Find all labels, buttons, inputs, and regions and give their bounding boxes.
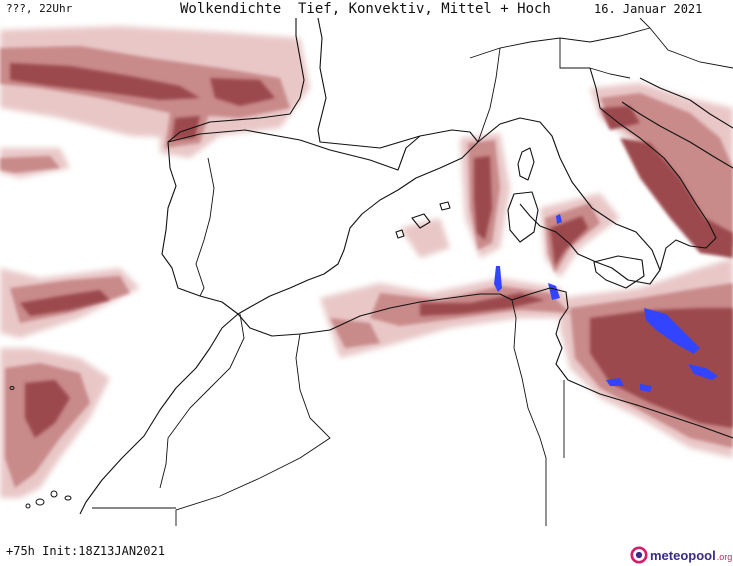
coastlines bbox=[79, 18, 733, 515]
logo-tld: .org bbox=[716, 551, 733, 562]
convective-cells bbox=[494, 214, 718, 392]
forecast-step-label: +75h Init:18Z13JAN2021 bbox=[6, 544, 165, 558]
map-date: 16. Januar 2021 bbox=[594, 2, 703, 16]
canary-islands bbox=[9, 386, 72, 509]
meteopool-logo-icon bbox=[630, 546, 648, 564]
cloud-density-map bbox=[0, 18, 733, 526]
logo-text: meteopool bbox=[650, 547, 716, 563]
borders bbox=[92, 18, 733, 526]
map-title: Wolkendichte Tief, Konvektiv, Mittel + H… bbox=[180, 1, 551, 17]
cloud-layer-dark bbox=[10, 63, 733, 438]
meteopool-logo[interactable]: meteopool .org bbox=[630, 545, 732, 565]
run-time-label: ???, 22Uhr bbox=[6, 2, 73, 15]
